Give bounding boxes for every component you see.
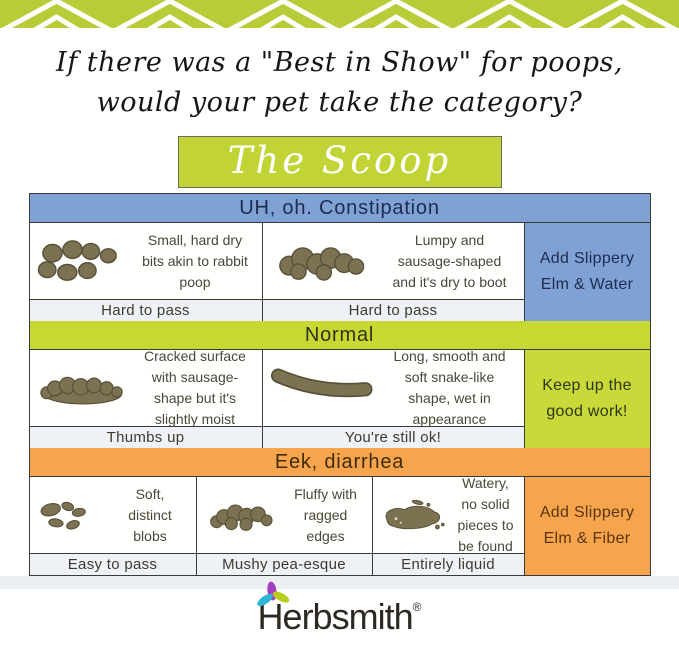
- normal-body: Cracked surface with sausage-shape but i…: [29, 348, 650, 448]
- constipation-cell-lumpy-description: Lumpy and sausage-shaped and it's dry to…: [392, 231, 507, 290]
- normal-action: Keep up the good work!: [524, 350, 650, 448]
- diarrhea-verdict-3: Entirely liquid: [372, 553, 525, 575]
- constipation-cell-pellets: Small, hard dry bits akin to rabbit poop: [29, 223, 263, 299]
- headline-line2: would your pet take the category?: [96, 87, 583, 118]
- herbsmith-petals-icon: [256, 581, 289, 607]
- normal-verdict-2: You're still ok!: [262, 426, 525, 448]
- constipation-verdict-2: Hard to pass: [262, 299, 525, 321]
- constipation-banner: UH, oh. Constipation: [29, 194, 650, 223]
- cracked-log-poop-icon: [35, 364, 131, 412]
- diarrhea-cell-ragged: Fluffy with ragged edges: [196, 477, 373, 553]
- headline-line1: If there was a "Best in Show" for poops,: [56, 47, 623, 78]
- constipation-banner-label: UH, oh. Constipation: [239, 196, 440, 219]
- headline: If there was a "Best in Show" for poops,…: [0, 28, 679, 123]
- soft-blobs-poop-icon: [35, 491, 107, 539]
- constipation-cell-lumpy: Lumpy and sausage-shaped and it's dry to…: [262, 223, 525, 299]
- brand-name: Herbsmith: [257, 596, 414, 637]
- smooth-log-poop-icon: [268, 364, 378, 412]
- rabbit-pellets-poop-icon: [35, 235, 131, 287]
- constipation-verdict-1: Hard to pass: [29, 299, 263, 321]
- scoop-table: UH, oh. Constipation: [28, 193, 651, 576]
- herbsmith-logo: Herbsmith®: [256, 581, 422, 638]
- normal-cell-cracked: Cracked surface with sausage-shape but i…: [29, 348, 263, 427]
- scoop-title-box: The Scoop: [177, 136, 502, 188]
- normal-banner: Normal: [29, 321, 650, 350]
- diarrhea-cell-ragged-description: Fluffy with ragged edges: [294, 485, 357, 544]
- diarrhea-cell-watery-description: Watery, no solid pieces to be found: [457, 475, 514, 554]
- ragged-clump-poop-icon: [202, 491, 282, 539]
- diarrhea-banner-label: Eek, diarrhea: [274, 450, 405, 473]
- diarrhea-body: Soft, distinct blobs: [29, 475, 650, 575]
- constipation-body: Small, hard dry bits akin to rabbit poop: [29, 223, 650, 321]
- watery-puddle-poop-icon: [378, 490, 450, 540]
- chevron-pattern: [0, 0, 679, 28]
- diarrhea-cell-blobs: Soft, distinct blobs: [29, 477, 197, 553]
- normal-banner-label: Normal: [304, 323, 375, 346]
- diarrhea-banner: Eek, diarrhea: [29, 448, 650, 477]
- section-normal: Normal: [29, 321, 650, 448]
- diarrhea-verdict-1: Easy to pass: [29, 553, 197, 575]
- section-constipation: UH, oh. Constipation: [29, 194, 650, 321]
- diarrhea-verdict-2: Mushy pea-esque: [196, 553, 373, 575]
- constipation-action: Add Slippery Elm & Water: [524, 223, 650, 321]
- scoop-title: The Scoop: [227, 138, 452, 182]
- normal-cell-smooth-description: Long, smooth and soft snake-like shape, …: [393, 348, 506, 427]
- normal-verdict-1: Thumbs up: [29, 426, 263, 448]
- diarrhea-cell-watery: Watery, no solid pieces to be found: [372, 475, 525, 554]
- constipation-cell-pellets-description: Small, hard dry bits akin to rabbit poop: [142, 231, 248, 290]
- normal-cell-cracked-description: Cracked surface with sausage-shape but i…: [144, 348, 246, 427]
- diarrhea-cell-blobs-description: Soft, distinct blobs: [128, 485, 172, 544]
- normal-cell-smooth: Long, smooth and soft snake-like shape, …: [262, 348, 525, 427]
- section-diarrhea: Eek, diarrhea Soft, distinct blobs: [29, 448, 650, 575]
- divider-band: [0, 576, 679, 589]
- registered-trademark: ®: [412, 600, 422, 614]
- diarrhea-action: Add Slippery Elm & Fiber: [524, 477, 650, 575]
- lumpy-sausage-poop-icon: [268, 236, 378, 286]
- footer: Herbsmith®: [0, 581, 679, 638]
